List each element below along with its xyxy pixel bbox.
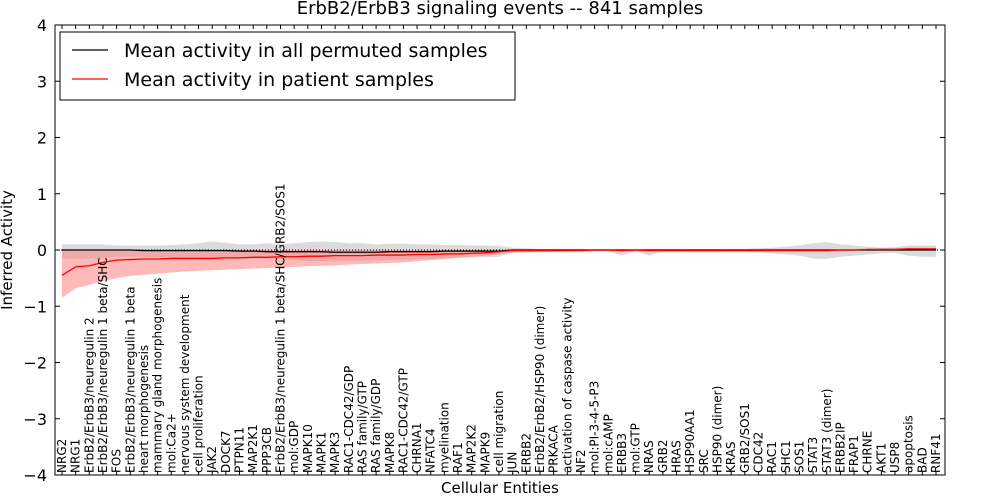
x-tick-label: USP8	[888, 442, 902, 473]
x-tick-label: ERBB2	[519, 433, 533, 473]
legend: Mean activity in all permuted samples Me…	[59, 31, 516, 101]
y-tick-label: 4	[37, 16, 47, 35]
y-tick-label: −2	[23, 354, 47, 373]
x-tick-label: DOCK7	[219, 430, 233, 473]
x-tick-label: heart morphogenesis	[137, 345, 151, 473]
x-tick-label: NFATC4	[424, 428, 438, 473]
x-tick-label: myelination	[437, 402, 451, 473]
x-tick-label: MAPK10	[301, 424, 315, 473]
x-tick-label: MAPK8	[383, 432, 397, 473]
chart-title: ErbB2/ErbB3 signaling events -- 841 samp…	[297, 0, 704, 19]
x-tick-label: STAT3 (dimer)	[820, 389, 834, 473]
x-tick-label: NRG2	[55, 439, 69, 473]
x-tick-label: ErbB2/ErbB3/neuregulin 2	[82, 317, 96, 473]
x-tick-label: NF2	[574, 449, 588, 473]
x-tick-label: nervous system development	[178, 294, 192, 473]
x-tick-label: ErbB2/ErbB3/neuregulin 1 beta/SHC/GRB2/S…	[274, 183, 288, 473]
x-tick-label: RAS family/GDP	[369, 379, 383, 473]
y-axis-label: Inferred Activity	[0, 190, 16, 310]
x-tick-label: JAK2	[205, 446, 219, 474]
x-tick-label: HRAS	[670, 440, 684, 473]
x-tick-label: cell migration	[492, 391, 506, 473]
x-tick-label: MAP2K1	[246, 424, 260, 473]
x-tick-label: ErbB2/ErbB3/neuregulin 1 beta	[123, 286, 137, 473]
x-tick-label: SHC1	[779, 440, 793, 473]
x-tick-label: mol:PI-3-4-5-P3	[588, 381, 602, 473]
x-tick-label: SRC	[697, 449, 711, 473]
series-lines	[55, 248, 945, 276]
x-tick-label: PTPN11	[233, 427, 247, 473]
legend-label-patient: Mean activity in patient samples	[124, 69, 434, 91]
x-tick-label: RAC1-CDC42/GDP	[342, 366, 356, 473]
band-1	[62, 247, 936, 298]
legend-label-permuted: Mean activity in all permuted samples	[124, 40, 487, 62]
x-tick-label: mol:GTP	[629, 423, 643, 473]
x-tick-label: mol:GDP	[287, 421, 301, 473]
x-tick-label: RAC1-CDC42/GTP	[396, 368, 410, 473]
x-tick-label: NRG1	[69, 439, 83, 473]
x-tick-label: ERBB2IP	[833, 422, 847, 473]
x-tick-label: RNF41	[929, 434, 943, 474]
x-tick-label: GRB2/SOS1	[738, 403, 752, 473]
series-line-1	[61, 248, 936, 276]
x-tick-label: BAD	[915, 447, 929, 473]
x-tick-label: JUN	[506, 452, 520, 474]
x-tick-label: FOS	[110, 449, 124, 473]
x-tick-label: mammary gland morphogenesis	[151, 278, 165, 473]
x-tick-label: CHRNA1	[410, 422, 424, 473]
x-tick-label: HSP90 (dimer)	[711, 386, 725, 473]
x-tick-label: SOS1	[792, 441, 806, 473]
x-tick-label: MAPK9	[478, 432, 492, 473]
y-tick-label: 1	[37, 185, 47, 204]
x-tick-label: cell proliferation	[192, 375, 206, 473]
x-tick-label: CDC42	[751, 432, 765, 473]
x-tick-label: ErbB2/ErbB2/HSP90 (dimer)	[533, 306, 547, 473]
y-tick-label: −4	[23, 466, 47, 485]
x-tick-label: MAPK1	[314, 432, 328, 473]
y-tick-label: 0	[37, 241, 47, 260]
y-tick-label: −1	[23, 297, 47, 316]
x-tick-label: apoptosis	[902, 415, 916, 473]
x-tick-label: STAT3	[806, 437, 820, 473]
x-tick-label: HSP90AA1	[683, 409, 697, 473]
x-axis-label: Cellular Entities	[441, 479, 559, 497]
x-tick-label: RAF1	[451, 442, 465, 473]
x-tick-label: mol:Ca2+	[164, 413, 178, 473]
x-tick-label: AKT1	[874, 443, 888, 473]
x-tick-label: ErbB2/ErbB3/neuregulin 1 beta/SHC	[96, 257, 110, 473]
x-tick-label: PRKACA	[547, 424, 561, 473]
y-tick-label: −3	[23, 410, 47, 429]
x-tick-label: MAP2K2	[465, 424, 479, 473]
x-tick-label: CHRNE	[861, 431, 875, 473]
x-tick-label: GRB2	[656, 439, 670, 473]
x-tick-label: mol:cAMP	[601, 414, 615, 473]
x-tick-label: PPP3CB	[260, 427, 274, 473]
x-tick-label: RAC1	[765, 441, 779, 473]
x-tick-label: FRAP1	[847, 435, 861, 473]
x-tick-label: ERBB3	[615, 433, 629, 473]
y-tick-label: 3	[37, 72, 47, 91]
x-tick-label: activation of caspase activity	[560, 298, 574, 473]
legend-box	[59, 31, 516, 101]
y-tick-label: 2	[37, 129, 47, 148]
x-tick-label: MAPK3	[328, 432, 342, 473]
x-tick-label: RAS family/GTP	[355, 381, 369, 473]
x-tick-label: NRAS	[642, 440, 656, 473]
x-tick-label: KRAS	[724, 441, 738, 473]
